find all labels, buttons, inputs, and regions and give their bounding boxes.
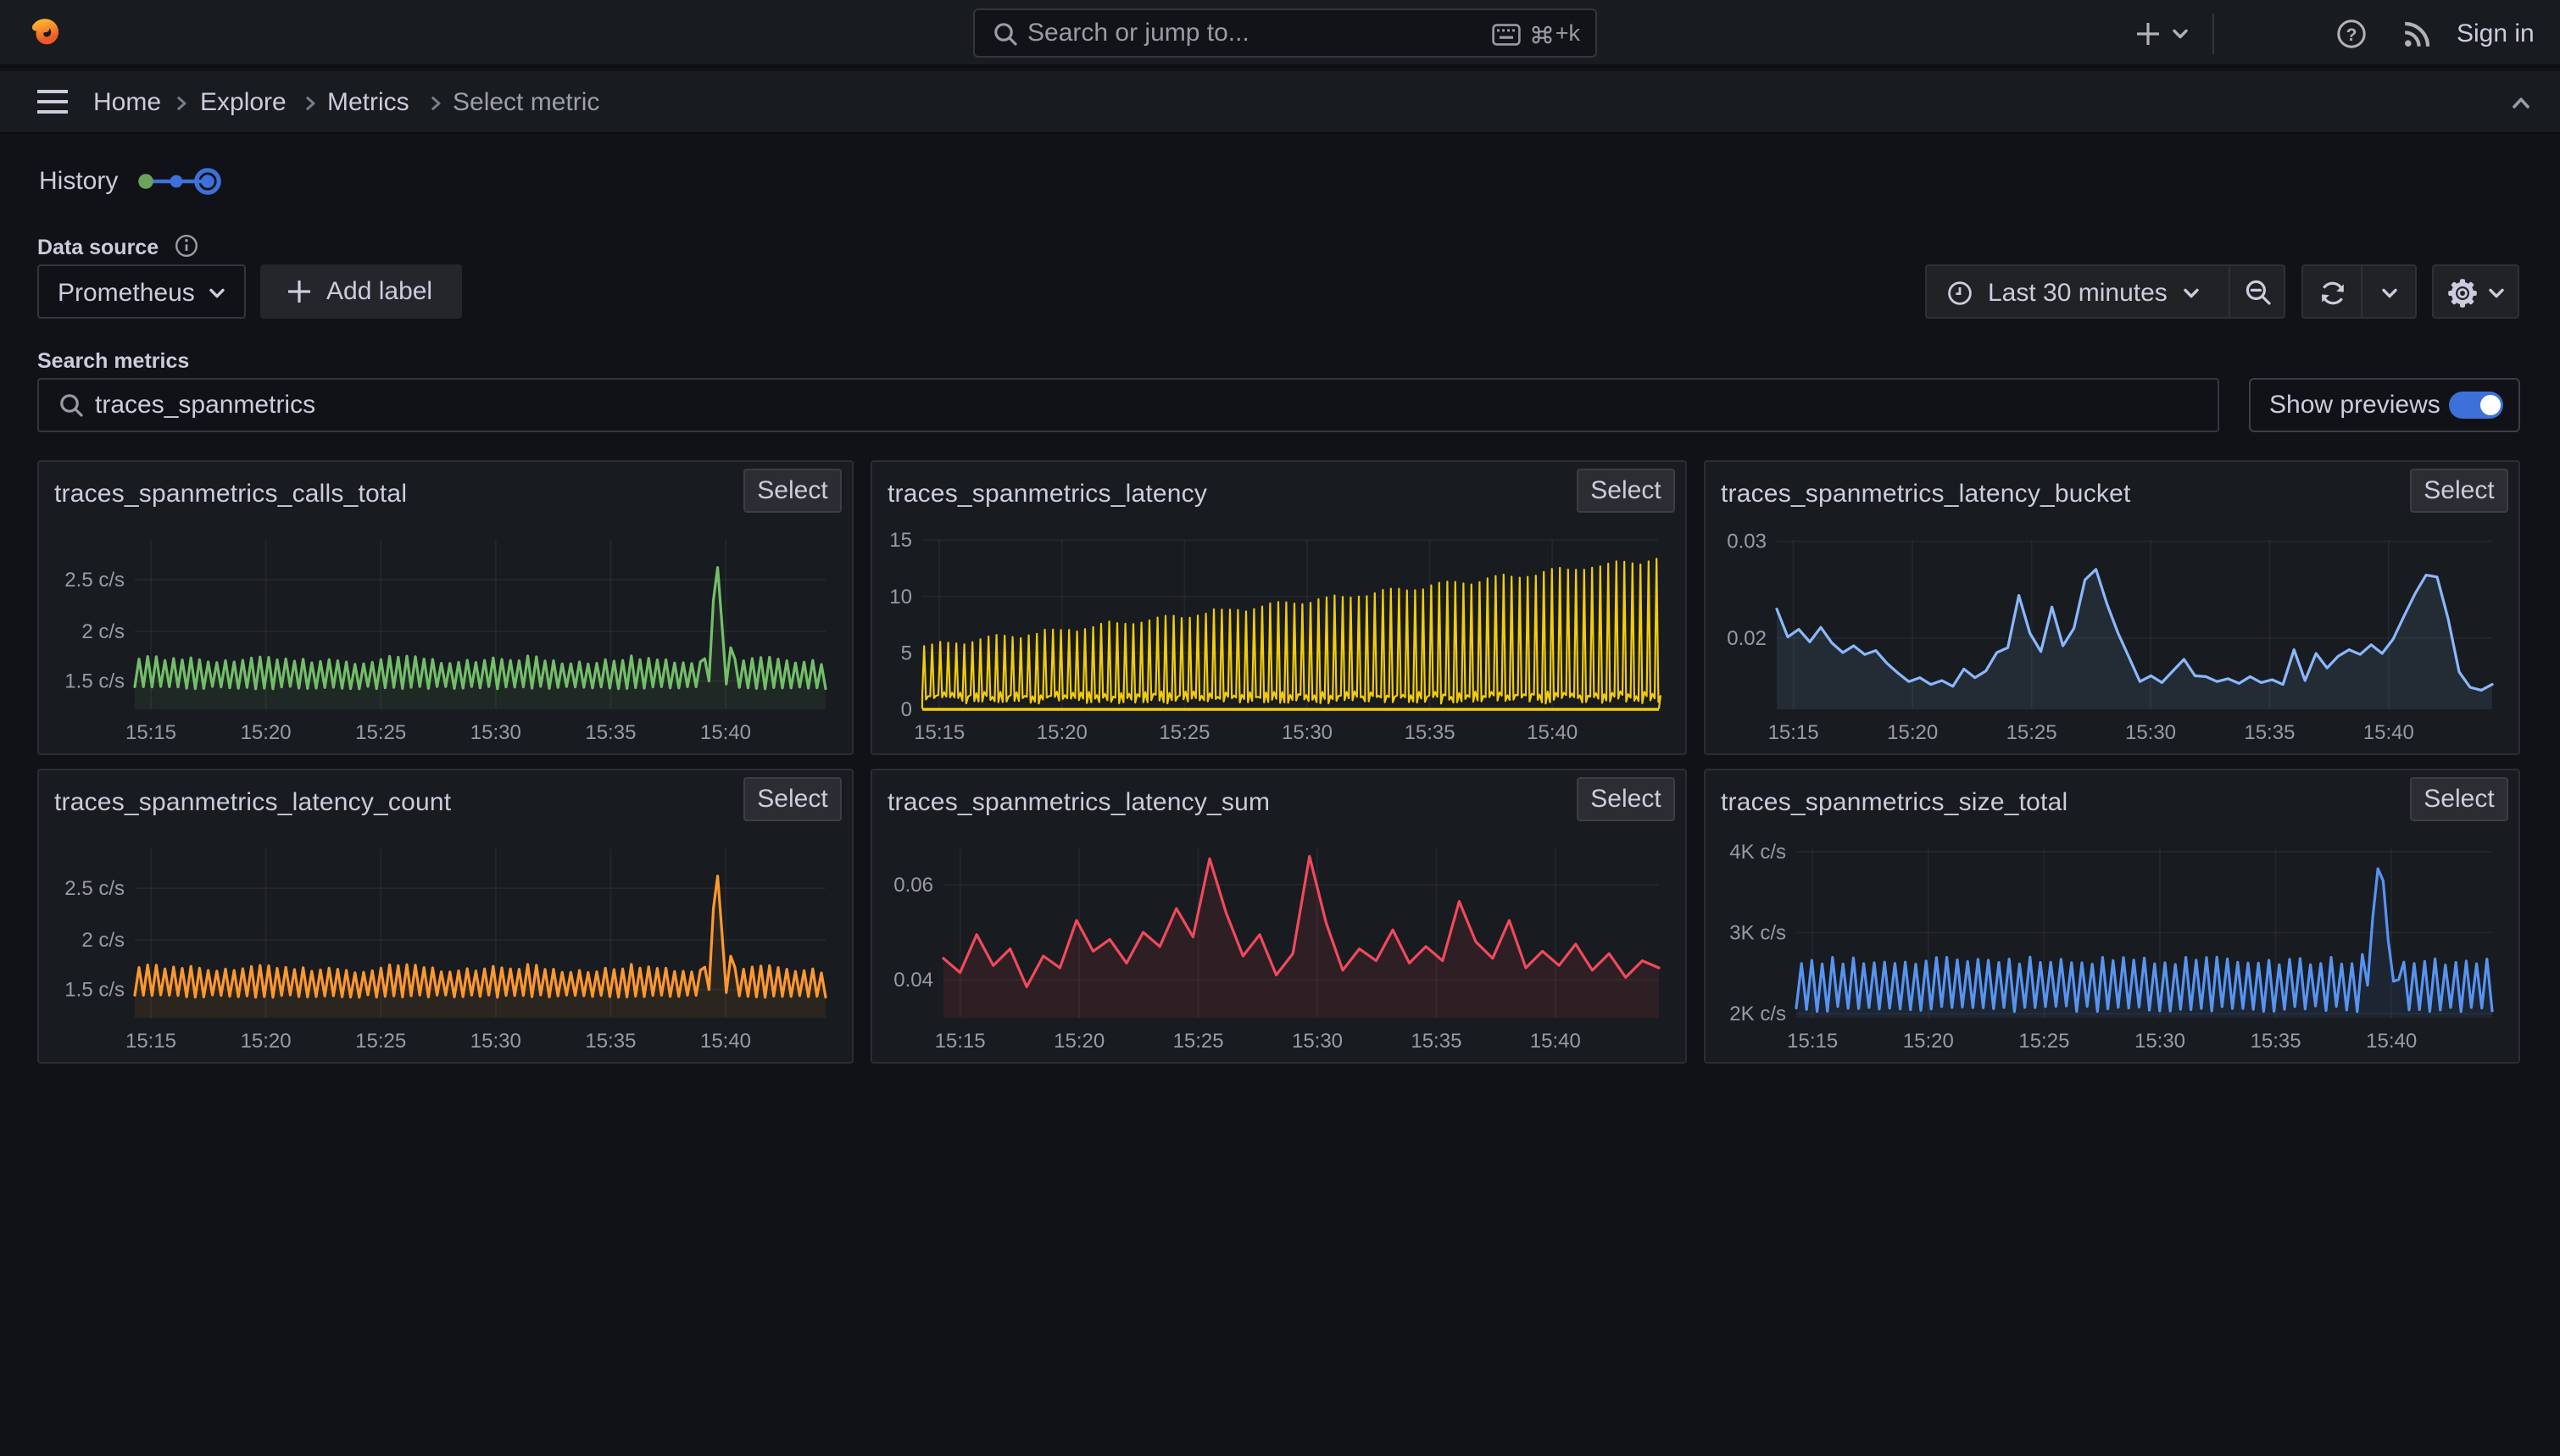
svg-text:15:40: 15:40 xyxy=(1527,721,1578,744)
svg-text:15:20: 15:20 xyxy=(1903,1030,1954,1053)
svg-text:2K c/s: 2K c/s xyxy=(1729,1003,1786,1025)
svg-text:15:15: 15:15 xyxy=(914,721,965,744)
svg-text:10: 10 xyxy=(889,586,912,609)
svg-text:15:15: 15:15 xyxy=(935,1030,986,1053)
svg-text:4K c/s: 4K c/s xyxy=(1729,841,1786,864)
svg-text:3K c/s: 3K c/s xyxy=(1729,921,1786,944)
svg-text:15:35: 15:35 xyxy=(585,1030,636,1053)
svg-text:15:25: 15:25 xyxy=(2018,1030,2069,1053)
svg-text:15:25: 15:25 xyxy=(1159,721,1210,744)
svg-text:15:20: 15:20 xyxy=(1054,1030,1105,1053)
svg-text:0: 0 xyxy=(901,698,912,721)
svg-text:15:40: 15:40 xyxy=(700,721,751,744)
svg-text:15:40: 15:40 xyxy=(2366,1030,2417,1053)
svg-text:15:30: 15:30 xyxy=(470,721,521,744)
svg-text:15:35: 15:35 xyxy=(1405,721,1455,744)
svg-text:15:25: 15:25 xyxy=(1173,1030,1224,1053)
svg-text:15:20: 15:20 xyxy=(241,721,292,744)
svg-text:0.06: 0.06 xyxy=(893,874,933,897)
svg-text:15:40: 15:40 xyxy=(2363,721,2414,744)
svg-text:15:20: 15:20 xyxy=(1037,721,1088,744)
svg-text:15:35: 15:35 xyxy=(585,721,636,744)
svg-text:15:15: 15:15 xyxy=(125,1030,176,1053)
svg-text:15:25: 15:25 xyxy=(355,1030,406,1053)
svg-text:15:15: 15:15 xyxy=(1768,721,1819,744)
svg-text:15:30: 15:30 xyxy=(470,1030,521,1053)
svg-text:15:40: 15:40 xyxy=(700,1030,751,1053)
svg-text:15:15: 15:15 xyxy=(1787,1030,1838,1053)
svg-text:2 c/s: 2 c/s xyxy=(81,620,125,643)
svg-text:15:30: 15:30 xyxy=(1292,1030,1343,1053)
svg-text:15:30: 15:30 xyxy=(1282,721,1333,744)
svg-text:15:25: 15:25 xyxy=(2006,721,2057,744)
svg-text:2.5 c/s: 2.5 c/s xyxy=(64,877,125,900)
svg-text:15:35: 15:35 xyxy=(2251,1030,2301,1053)
svg-text:0.02: 0.02 xyxy=(1727,627,1767,650)
svg-text:15:25: 15:25 xyxy=(355,721,406,744)
svg-text:?: ? xyxy=(2346,25,2357,45)
svg-text:15:30: 15:30 xyxy=(2125,721,2176,744)
svg-text:1.5 c/s: 1.5 c/s xyxy=(64,670,125,693)
svg-text:15:30: 15:30 xyxy=(2134,1030,2185,1053)
svg-text:15:35: 15:35 xyxy=(1411,1030,1461,1053)
svg-text:0.03: 0.03 xyxy=(1727,531,1767,553)
svg-text:1.5 c/s: 1.5 c/s xyxy=(64,979,125,1002)
svg-text:15:35: 15:35 xyxy=(2244,721,2295,744)
svg-text:2.5 c/s: 2.5 c/s xyxy=(64,569,125,592)
svg-text:15: 15 xyxy=(889,529,912,552)
svg-text:15:40: 15:40 xyxy=(1530,1030,1581,1053)
svg-text:15:15: 15:15 xyxy=(125,721,176,744)
svg-text:5: 5 xyxy=(901,642,912,664)
svg-text:0.04: 0.04 xyxy=(893,969,933,992)
svg-text:15:20: 15:20 xyxy=(1887,721,1938,744)
svg-text:2 c/s: 2 c/s xyxy=(81,929,125,952)
svg-text:15:20: 15:20 xyxy=(241,1030,292,1053)
